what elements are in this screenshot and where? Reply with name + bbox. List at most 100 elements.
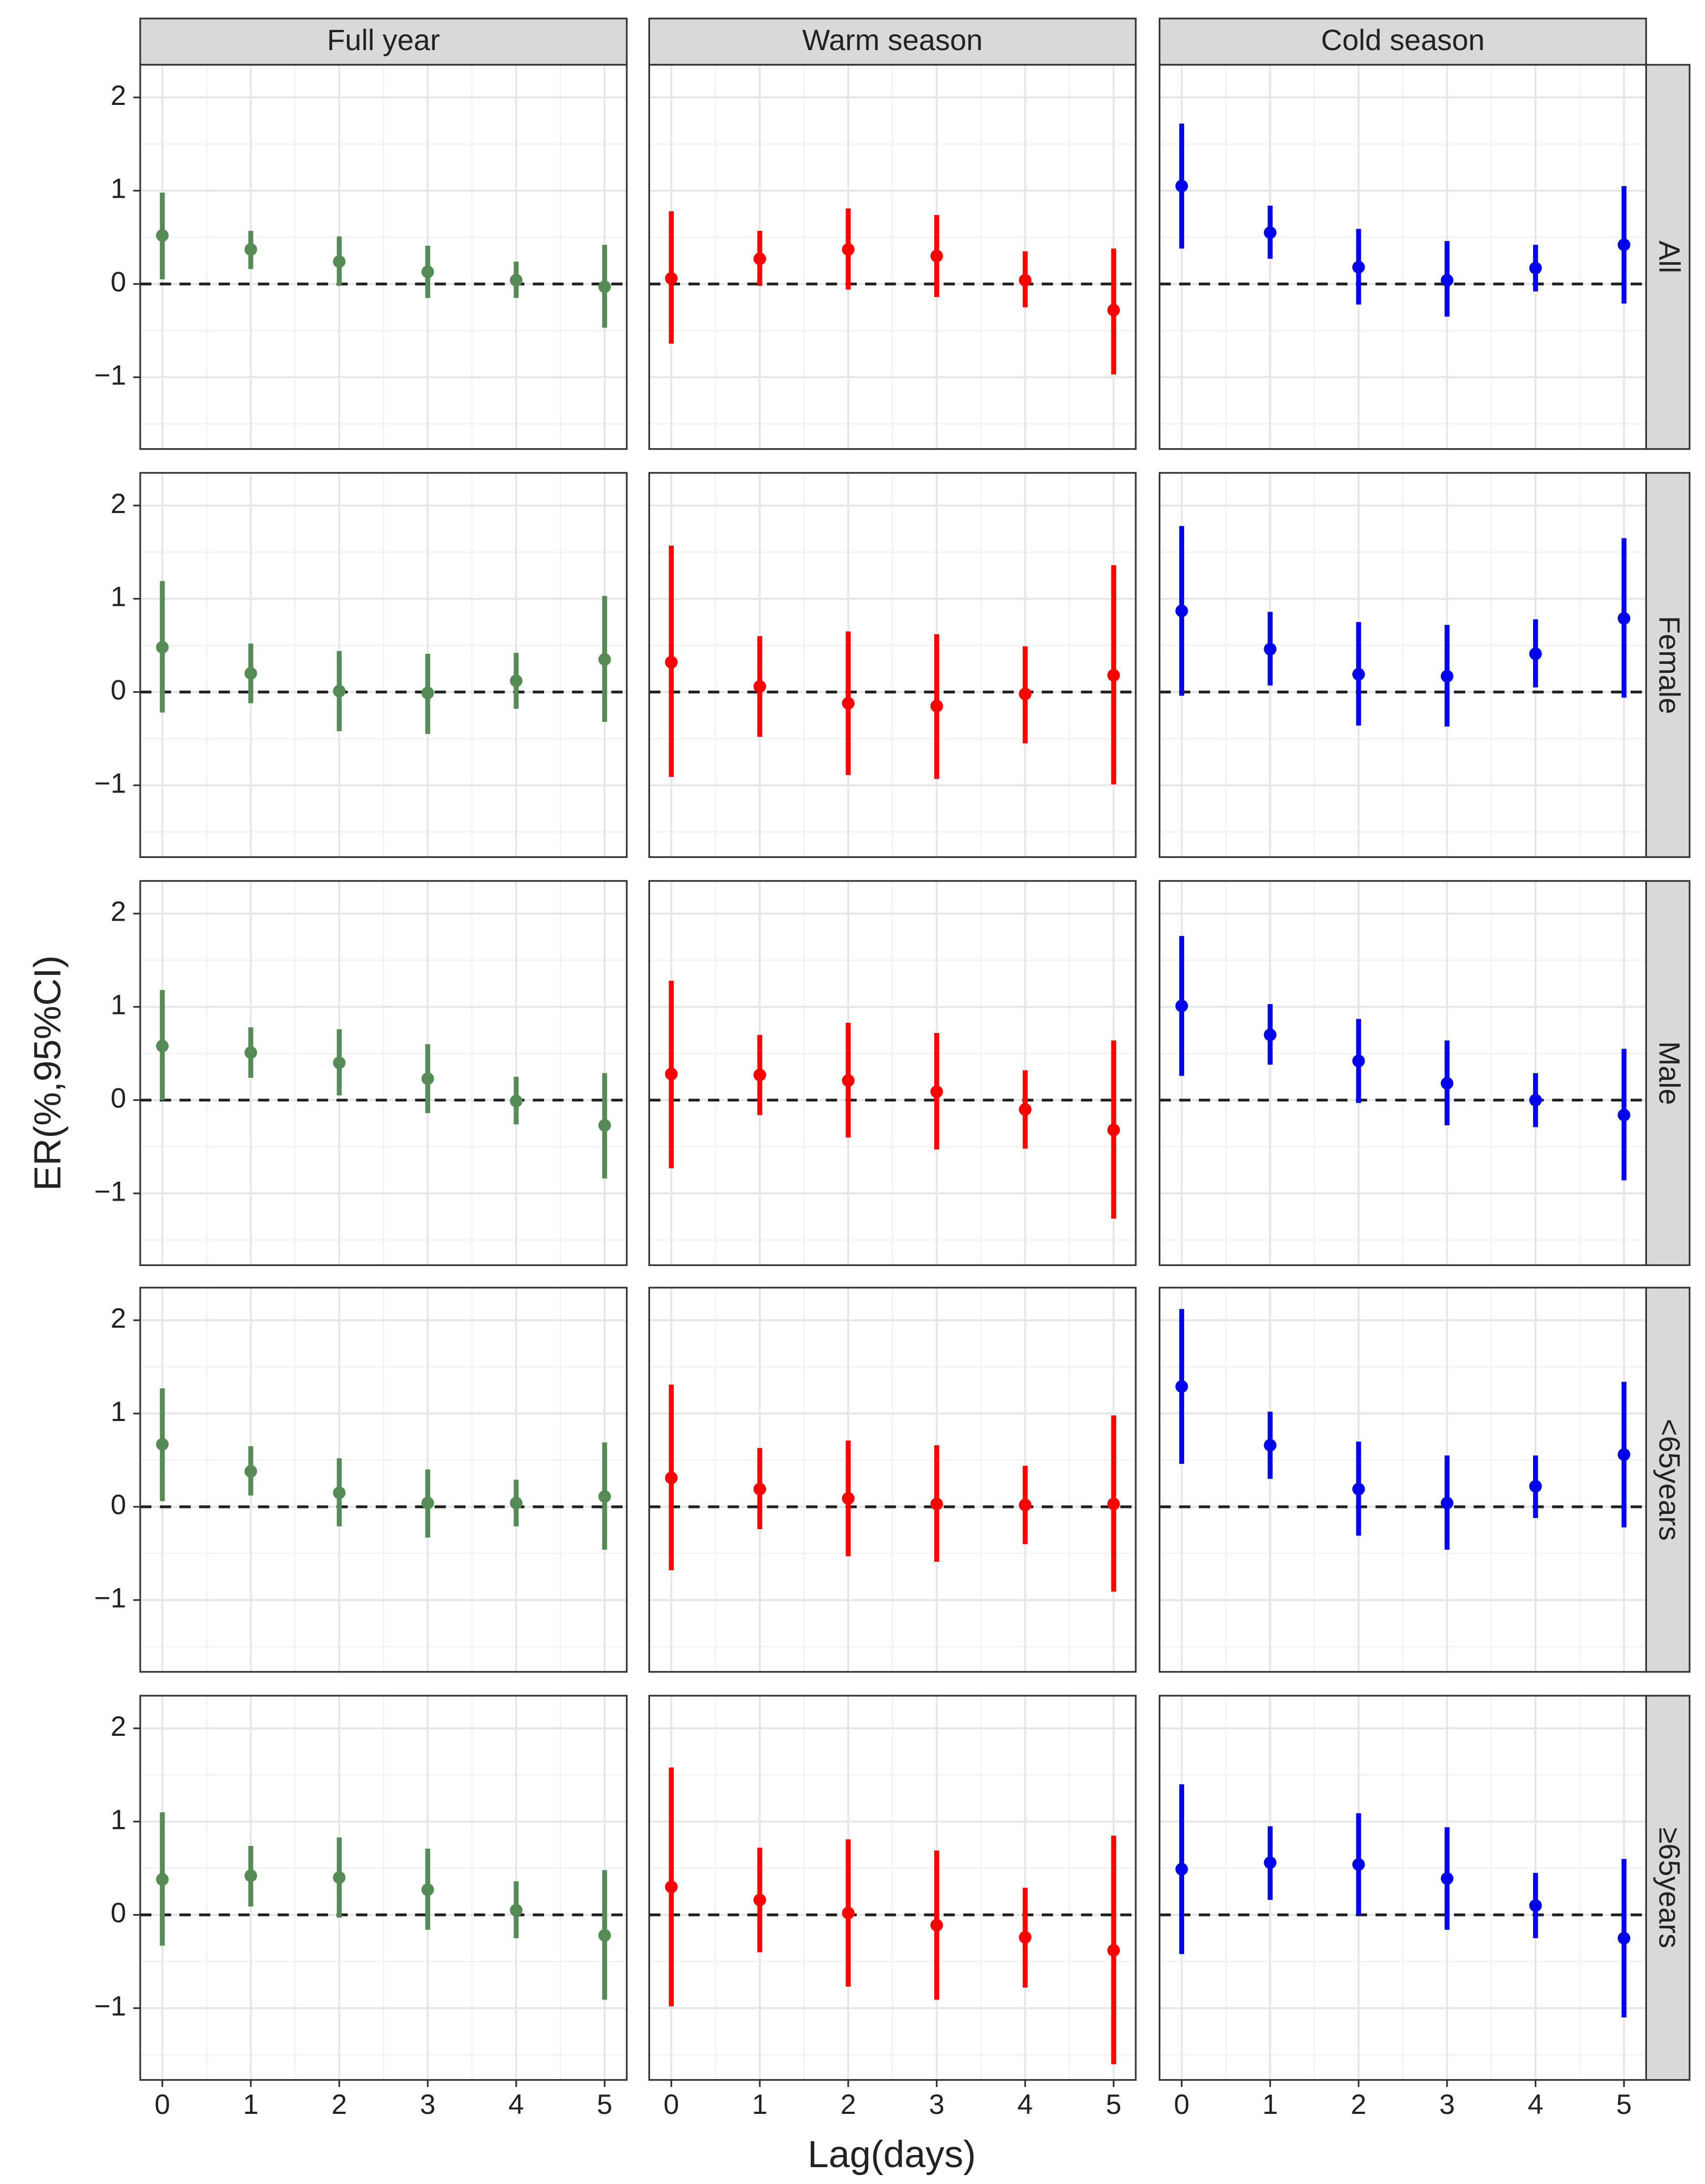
point [1352, 1483, 1365, 1496]
point [1175, 604, 1188, 617]
point [244, 667, 257, 680]
point [753, 1068, 767, 1081]
point [1529, 1094, 1542, 1107]
panel-border [648, 472, 1137, 858]
point [1175, 999, 1188, 1012]
x-tick-label: 5 [1616, 2089, 1632, 2120]
point [1107, 304, 1120, 317]
point [156, 641, 169, 654]
point [930, 1085, 943, 1098]
panel-border [139, 1695, 628, 2081]
point [421, 1883, 434, 1896]
point [1617, 1448, 1631, 1461]
point [753, 252, 767, 265]
point [510, 1496, 523, 1510]
row-strip-label: All [1653, 240, 1686, 273]
y-tick-label: −1 [94, 768, 127, 799]
x-tick-label: 1 [243, 2089, 259, 2120]
y-tick-label: 0 [111, 675, 127, 706]
row-strip [1644, 880, 1691, 1267]
column-strip-label: Cold season [1321, 23, 1485, 56]
point [1352, 668, 1365, 681]
point [333, 1486, 346, 1500]
y-tick-label: −1 [94, 1991, 127, 2022]
point [1352, 260, 1365, 274]
point [1440, 1872, 1454, 1885]
point [1352, 1858, 1365, 1871]
point [1264, 643, 1277, 656]
point [1440, 1496, 1454, 1510]
point [1440, 670, 1454, 683]
y-tick-label: 2 [111, 1303, 127, 1334]
point [244, 243, 257, 256]
y-tick-label: 0 [111, 1083, 127, 1114]
point [598, 1929, 611, 1942]
point [1019, 688, 1032, 700]
x-tick-label: 4 [508, 2089, 524, 2120]
y-tick-label: 0 [111, 1898, 127, 1929]
x-tick-label: 4 [1018, 2089, 1033, 2120]
point [841, 243, 855, 256]
panel-border [139, 880, 628, 1267]
point [421, 687, 434, 700]
x-tick-label: 0 [154, 2089, 170, 2120]
x-tick-label: 2 [840, 2089, 856, 2120]
point [510, 1095, 523, 1108]
y-axis-label: ER(%,95%CI) [27, 955, 69, 1191]
y-tick-label: 0 [111, 1490, 127, 1521]
point [1107, 1497, 1120, 1511]
panel-border [139, 472, 628, 858]
point [665, 272, 678, 285]
point [156, 1873, 169, 1886]
point [1019, 1103, 1032, 1116]
point [1529, 1899, 1542, 1912]
y-tick-label: 2 [111, 80, 127, 111]
point [1019, 1931, 1032, 1944]
column-strip [139, 17, 628, 66]
point [1440, 1077, 1454, 1090]
column-strip [648, 17, 1137, 66]
point [1617, 1931, 1631, 1945]
point [1264, 1856, 1277, 1869]
point [598, 653, 611, 666]
y-tick-label: 1 [111, 173, 127, 205]
point [841, 1907, 855, 1920]
point [1175, 1380, 1188, 1393]
y-tick-label: 1 [111, 1396, 127, 1427]
point [1264, 1028, 1277, 1041]
point [510, 674, 523, 688]
point [1617, 612, 1631, 625]
x-tick-label: 1 [752, 2089, 768, 2120]
point [841, 1074, 855, 1087]
point [665, 1471, 678, 1484]
y-tick-label: 2 [111, 896, 127, 927]
point [156, 1438, 169, 1451]
point [598, 1490, 611, 1503]
panel-border [648, 1695, 1137, 2081]
point [333, 684, 346, 698]
point [930, 249, 943, 263]
row-strip-label: <65years [1653, 1419, 1686, 1541]
point [156, 229, 169, 242]
point [1529, 1480, 1542, 1493]
point [1264, 1438, 1277, 1452]
panel-border [648, 880, 1137, 1267]
x-tick-label: 3 [420, 2089, 435, 2120]
y-tick-label: 0 [111, 267, 127, 298]
column-strip-label: Warm season [802, 23, 983, 56]
row-strip [1644, 472, 1691, 858]
panel-border [1158, 64, 1647, 450]
y-tick-label: −1 [94, 1583, 127, 1614]
point [156, 1039, 169, 1052]
point [753, 680, 767, 693]
column-strip-label: Full year [327, 23, 440, 56]
point [333, 1871, 346, 1884]
x-tick-label: 0 [664, 2089, 680, 2120]
point [930, 1919, 943, 1932]
point [1440, 274, 1454, 287]
x-tick-label: 3 [1439, 2089, 1455, 2120]
row-strip-label: Female [1653, 616, 1686, 714]
x-tick-label: 2 [1351, 2089, 1367, 2120]
panel-border [1158, 1287, 1647, 1673]
